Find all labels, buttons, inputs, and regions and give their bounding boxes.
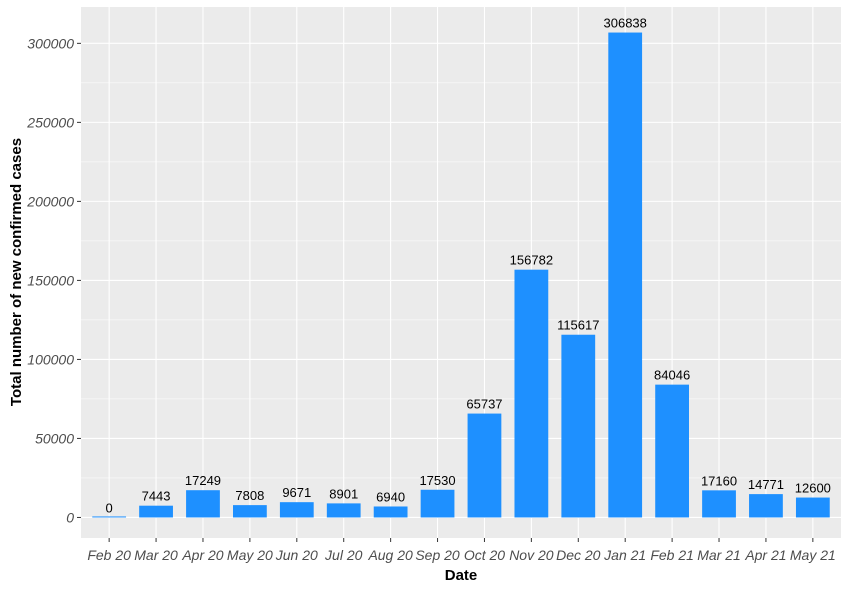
y-tick-label: 150000 xyxy=(27,272,74,288)
bar xyxy=(467,413,502,518)
bar-data-label: 6940 xyxy=(376,489,405,504)
y-tick-label: 200000 xyxy=(26,193,74,209)
bar-data-label: 17160 xyxy=(701,473,737,488)
x-tick-label: Aug 20 xyxy=(367,547,413,563)
bar-data-label: 156782 xyxy=(510,253,553,268)
bar-data-label: 8901 xyxy=(329,486,358,501)
bar-data-label: 84046 xyxy=(654,368,690,383)
x-tick-label: Mar 21 xyxy=(697,547,741,563)
grid-minor xyxy=(81,82,841,479)
bar-data-label: 306838 xyxy=(604,16,647,31)
bar xyxy=(514,269,549,518)
bar-data-label: 14771 xyxy=(748,477,784,492)
bar-data-label: 65737 xyxy=(466,397,502,412)
bar xyxy=(373,506,408,518)
x-tick-label: Jan 21 xyxy=(603,547,646,563)
bar xyxy=(326,503,361,518)
bar-data-label: 17530 xyxy=(419,473,455,488)
bar xyxy=(795,497,830,518)
bar xyxy=(279,502,314,518)
bars xyxy=(92,32,830,518)
bar-data-label: 7443 xyxy=(142,489,171,504)
x-axis: Feb 20 Mar 20 Apr 20 May 20 Jun 20 Jul 20 Aug … xyxy=(87,538,836,563)
bar-data-label: 115617 xyxy=(557,318,599,333)
bar xyxy=(561,334,596,518)
bar-labels: 0 7443 17249 7808 9671 8901 6940 17530 65737 1567… xyxy=(106,16,831,516)
bar xyxy=(92,516,127,518)
x-tick-label: Feb 21 xyxy=(650,547,694,563)
y-tick-label: 50000 xyxy=(35,430,74,446)
bar xyxy=(749,494,783,518)
y-tick-label: 300000 xyxy=(27,35,74,51)
bar-data-label: 0 xyxy=(106,500,113,515)
x-tick-label: Oct 20 xyxy=(464,547,505,563)
plot-panel xyxy=(81,7,841,538)
y-axis-title: Total number of new confirmed cases xyxy=(8,138,25,406)
x-axis-title: Date xyxy=(445,567,478,584)
x-tick-label: Jun 20 xyxy=(275,547,318,563)
bar xyxy=(420,489,455,518)
x-tick-label: Sep 20 xyxy=(415,547,460,563)
bar xyxy=(608,32,643,518)
x-tick-label: Nov 20 xyxy=(509,547,554,563)
bar xyxy=(233,505,267,518)
bar xyxy=(186,490,220,518)
bar-data-label: 9671 xyxy=(282,485,311,500)
x-tick-label: Feb 20 xyxy=(87,547,131,563)
x-tick-label: Mar 20 xyxy=(134,547,178,563)
x-tick-label: Dec 20 xyxy=(556,547,601,563)
x-tick-label: Apr 20 xyxy=(181,547,223,563)
x-tick-label: May 20 xyxy=(227,547,273,563)
bar-data-label: 12600 xyxy=(795,481,831,496)
bar xyxy=(655,384,689,518)
bar xyxy=(702,490,736,518)
y-axis: 0 50000 100000 150000 200000 250000 300000 xyxy=(26,35,81,525)
y-tick-label: 0 xyxy=(66,509,74,525)
bar-data-label: 7808 xyxy=(235,488,264,503)
bar xyxy=(139,505,173,518)
x-tick-label: May 21 xyxy=(790,547,836,563)
x-tick-label: Jul 20 xyxy=(324,547,363,563)
bar-data-label: 17249 xyxy=(185,473,221,488)
y-tick-label: 100000 xyxy=(27,351,74,367)
x-tick-label: Apr 21 xyxy=(744,547,786,563)
y-tick-label: 250000 xyxy=(26,114,74,130)
